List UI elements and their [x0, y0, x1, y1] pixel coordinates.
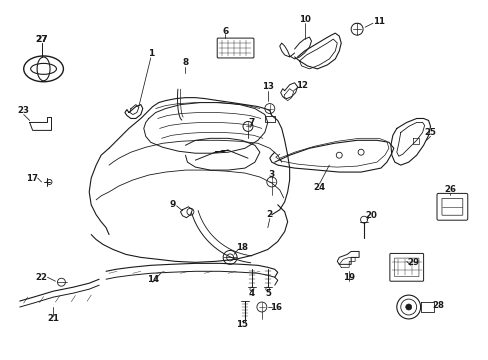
Text: 18: 18 — [236, 243, 247, 252]
Text: 29: 29 — [407, 258, 419, 267]
Text: 6: 6 — [222, 27, 228, 36]
Text: 9: 9 — [169, 200, 175, 209]
Text: 21: 21 — [47, 314, 60, 323]
Text: 10: 10 — [298, 15, 310, 24]
Text: 12: 12 — [295, 81, 307, 90]
Text: 15: 15 — [236, 320, 247, 329]
Text: 24: 24 — [313, 184, 325, 193]
Text: 25: 25 — [424, 128, 436, 137]
Circle shape — [405, 304, 411, 310]
Text: 8: 8 — [182, 58, 188, 67]
Text: 13: 13 — [261, 82, 273, 91]
Text: 7: 7 — [248, 118, 255, 127]
Text: 19: 19 — [343, 273, 354, 282]
Text: 1: 1 — [147, 49, 154, 58]
Text: 17: 17 — [25, 174, 38, 183]
Text: 11: 11 — [372, 17, 384, 26]
Text: 27: 27 — [35, 35, 48, 44]
Text: 3: 3 — [268, 170, 274, 179]
Text: 27: 27 — [35, 35, 48, 44]
Text: 4: 4 — [248, 289, 254, 298]
Text: 14: 14 — [146, 275, 159, 284]
Text: 16: 16 — [269, 302, 281, 311]
Text: 28: 28 — [431, 301, 444, 310]
Text: 26: 26 — [444, 185, 455, 194]
Text: 2: 2 — [266, 210, 272, 219]
Text: 22: 22 — [36, 273, 47, 282]
Text: 20: 20 — [365, 211, 376, 220]
Text: 23: 23 — [18, 106, 30, 115]
Text: 5: 5 — [264, 289, 270, 298]
